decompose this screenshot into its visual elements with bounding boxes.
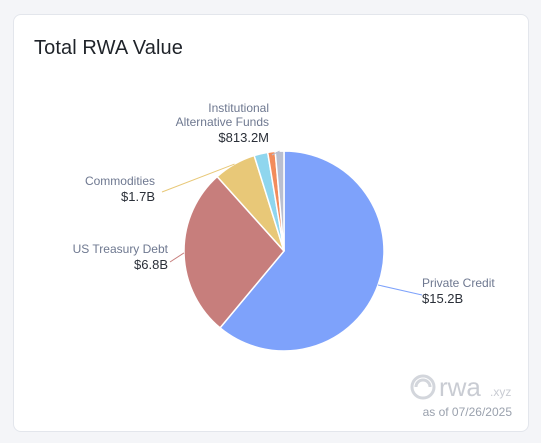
slice-value-label: $6.8B <box>134 257 168 272</box>
slice-value-label: $15.2B <box>422 291 463 306</box>
slice-value-label: $813.2M <box>218 130 269 145</box>
rwa-value-card: Total RWA Value Private Credit $15.2B US T… <box>13 14 529 432</box>
watermark-brand: rwa <box>439 372 481 402</box>
watermark-suffix: .xyz <box>490 385 511 399</box>
card-title: Total RWA Value <box>34 37 183 59</box>
slice-name-label: Alternative Funds <box>176 115 269 129</box>
pie-chart: Private Credit$15.2B US Treasury Debt$6.8… <box>73 101 512 402</box>
pie-slice-us-treasury-debt[interactable] <box>183 175 285 329</box>
pie-slice-private-credit[interactable] <box>218 150 385 352</box>
slice-value-label: $1.7B <box>121 189 155 204</box>
watermark-logo: rwa .xyz <box>410 372 511 402</box>
leader-line <box>169 252 185 263</box>
slice-name-label: Institutional <box>208 101 269 115</box>
leader-line <box>377 284 423 296</box>
as-of-date: as of 07/26/2025 <box>422 405 512 419</box>
slice-name-label: US Treasury Debt <box>73 242 169 256</box>
slice-name-label: Commodities <box>85 174 155 188</box>
leader-line <box>271 150 280 156</box>
pie-slice-institutional-alternative-funds[interactable] <box>274 150 285 252</box>
slice-name-label: Private Credit <box>422 276 495 290</box>
leader-line <box>161 163 235 193</box>
